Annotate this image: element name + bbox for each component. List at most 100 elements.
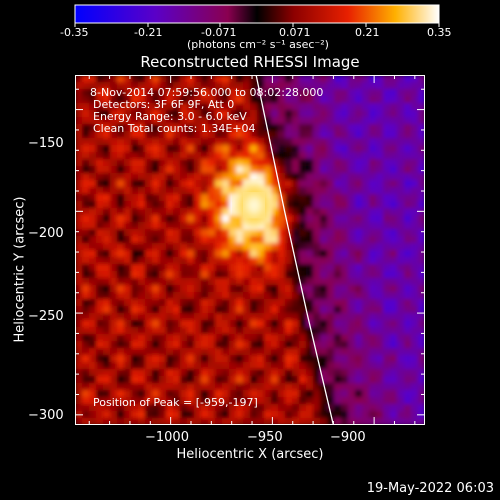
heatmap-cell bbox=[152, 82, 160, 90]
heatmap-cell bbox=[355, 82, 363, 90]
heatmap-cell bbox=[285, 180, 293, 188]
heatmap-cell bbox=[348, 117, 356, 125]
heatmap-cell bbox=[341, 180, 349, 188]
heatmap-cell bbox=[201, 173, 209, 181]
heatmap-cell bbox=[131, 201, 139, 209]
heatmap-cell bbox=[215, 327, 223, 335]
heatmap-cell bbox=[320, 278, 328, 286]
heatmap-cell bbox=[152, 131, 160, 139]
heatmap-cell bbox=[131, 418, 139, 425]
heatmap-cell bbox=[271, 271, 279, 279]
heatmap-cell bbox=[264, 159, 272, 167]
heatmap-cell bbox=[194, 180, 202, 188]
heatmap-cell bbox=[285, 369, 293, 377]
heatmap-cell bbox=[334, 278, 342, 286]
heatmap-cell bbox=[257, 131, 265, 139]
heatmap-cell bbox=[187, 159, 195, 167]
heatmap-cell bbox=[327, 152, 335, 160]
heatmap-cell bbox=[124, 257, 132, 265]
heatmap-cell bbox=[264, 131, 272, 139]
heatmap-cell bbox=[159, 376, 167, 384]
heatmap-cell bbox=[215, 194, 223, 202]
heatmap-cell bbox=[208, 152, 216, 160]
heatmap-cell bbox=[271, 89, 279, 97]
heatmap-cell bbox=[327, 313, 335, 321]
heatmap-cell bbox=[390, 236, 398, 244]
heatmap-cell bbox=[362, 313, 370, 321]
heatmap-cell bbox=[292, 215, 300, 223]
heatmap-cell bbox=[404, 418, 412, 425]
heatmap-cell bbox=[418, 82, 425, 90]
heatmap-cell bbox=[89, 362, 97, 370]
heatmap-cell bbox=[103, 369, 111, 377]
heatmap-cell bbox=[166, 75, 174, 83]
heatmap-cell bbox=[222, 89, 230, 97]
heatmap-cell bbox=[320, 355, 328, 363]
heatmap-cell bbox=[362, 243, 370, 251]
heatmap-cell bbox=[89, 236, 97, 244]
heatmap-cell bbox=[236, 362, 244, 370]
heatmap-cell bbox=[299, 131, 307, 139]
heatmap-cell bbox=[75, 152, 83, 160]
heatmap-cell bbox=[369, 390, 377, 398]
heatmap-cell bbox=[278, 229, 286, 237]
heatmap-cell bbox=[110, 369, 118, 377]
heatmap-cell bbox=[341, 222, 349, 230]
heatmap-cell bbox=[404, 250, 412, 258]
heatmap-cell bbox=[250, 320, 258, 328]
heatmap-cell bbox=[236, 215, 244, 223]
heatmap-cell bbox=[103, 82, 111, 90]
heatmap-cell bbox=[201, 404, 209, 412]
heatmap-cell bbox=[89, 201, 97, 209]
heatmap-cell bbox=[306, 229, 314, 237]
heatmap-cell bbox=[411, 82, 419, 90]
heatmap-cell bbox=[201, 131, 209, 139]
heatmap-cell bbox=[334, 103, 342, 111]
heatmap-cell bbox=[187, 145, 195, 153]
heatmap-cell bbox=[194, 236, 202, 244]
heatmap-cell bbox=[117, 236, 125, 244]
heatmap-cell bbox=[250, 124, 258, 132]
heatmap-cell bbox=[96, 82, 104, 90]
heatmap-cell bbox=[390, 222, 398, 230]
heatmap-cell bbox=[257, 159, 265, 167]
heatmap-cell bbox=[257, 355, 265, 363]
heatmap-cell bbox=[369, 278, 377, 286]
heatmap-cell bbox=[250, 229, 258, 237]
heatmap-cell bbox=[320, 236, 328, 244]
heatmap-cell bbox=[166, 327, 174, 335]
heatmap-cell bbox=[236, 390, 244, 398]
heatmap-cell bbox=[271, 257, 279, 265]
heatmap-cell bbox=[110, 250, 118, 258]
heatmap-cell bbox=[145, 313, 153, 321]
heatmap-cell bbox=[138, 82, 146, 90]
heatmap-cell bbox=[82, 201, 90, 209]
heatmap-cell bbox=[89, 96, 97, 104]
heatmap-cell bbox=[404, 397, 412, 405]
heatmap-cell bbox=[208, 278, 216, 286]
heatmap-cell bbox=[124, 82, 132, 90]
colorbar-tick-label: 0.21 bbox=[355, 26, 380, 39]
heatmap-cell bbox=[362, 117, 370, 125]
heatmap-cell bbox=[257, 390, 265, 398]
heatmap-cell bbox=[187, 271, 195, 279]
heatmap-cell bbox=[75, 390, 83, 398]
heatmap-cell bbox=[271, 208, 279, 216]
heatmap-cell bbox=[397, 236, 405, 244]
heatmap-cell bbox=[96, 369, 104, 377]
heatmap-cell bbox=[222, 390, 230, 398]
heatmap-cell bbox=[152, 257, 160, 265]
heatmap-cell bbox=[369, 180, 377, 188]
heatmap-cell bbox=[313, 369, 321, 377]
heatmap-cell bbox=[320, 411, 328, 419]
heatmap-cell bbox=[390, 243, 398, 251]
heatmap-cell bbox=[75, 75, 83, 83]
heatmap-cell bbox=[334, 138, 342, 146]
heatmap-cell bbox=[271, 110, 279, 118]
heatmap-cell bbox=[208, 243, 216, 251]
heatmap-cell bbox=[117, 180, 125, 188]
heatmap-cell bbox=[362, 222, 370, 230]
heatmap-cell bbox=[117, 341, 125, 349]
heatmap-cell bbox=[222, 96, 230, 104]
heatmap-cell bbox=[320, 215, 328, 223]
